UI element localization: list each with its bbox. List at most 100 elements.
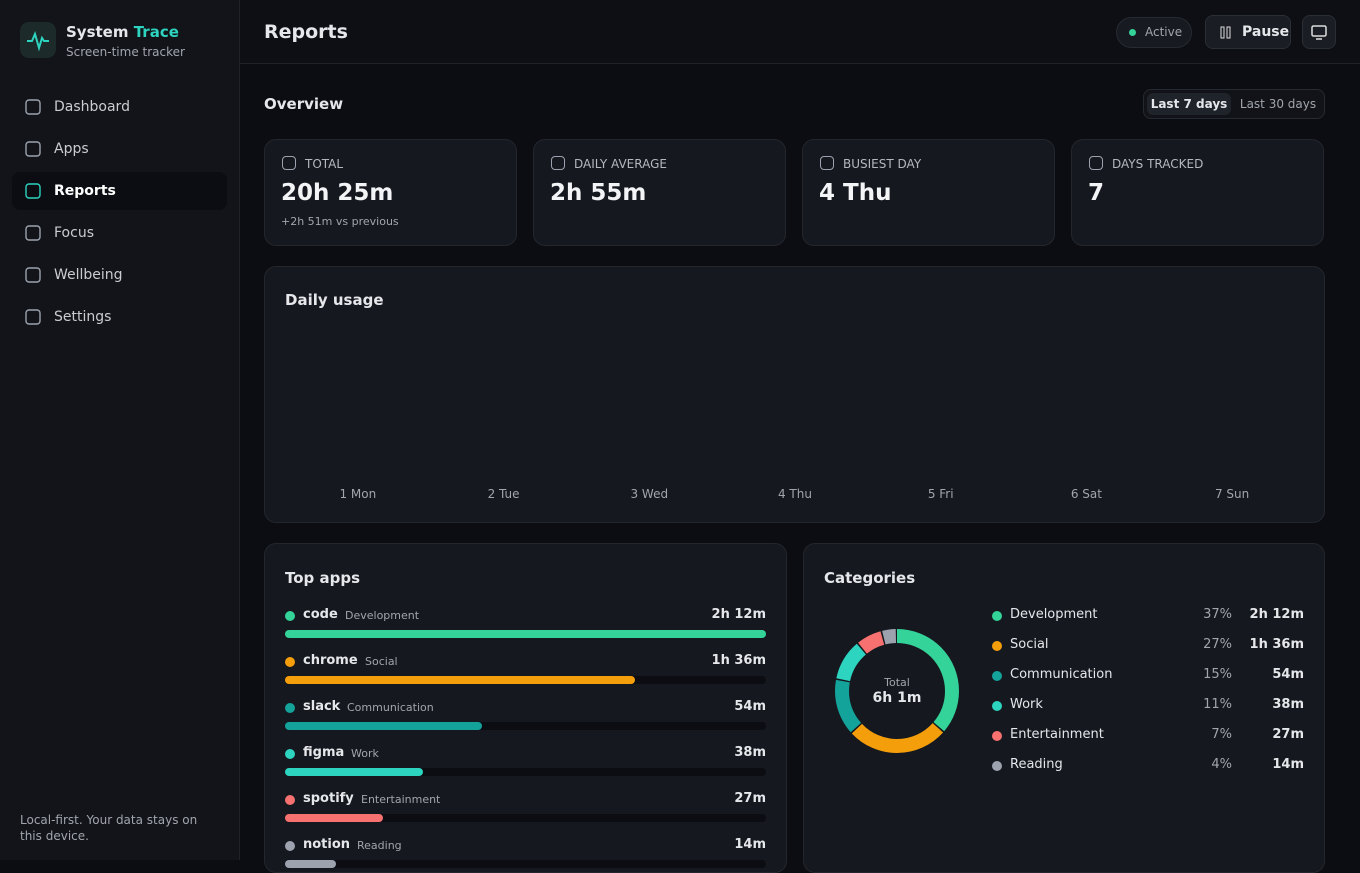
app-dot bbox=[285, 703, 295, 713]
nav-icon bbox=[25, 141, 41, 157]
pause-label: Pause bbox=[1242, 24, 1290, 40]
app-time: 14m bbox=[734, 837, 766, 852]
top-apps-card: Top apps code Development 2h 12m chrome Soci… bbox=[264, 543, 787, 873]
bar-track bbox=[285, 814, 766, 822]
status: Active bbox=[1145, 25, 1183, 39]
app-time: 54m bbox=[734, 699, 766, 714]
bar bbox=[285, 768, 424, 776]
overview-title: Overview bbox=[264, 95, 344, 113]
donut-segment bbox=[835, 629, 959, 753]
stat-icon bbox=[551, 156, 565, 170]
daily-usage-card: Daily usage 1 Mon 2 Tue 3 Wed 4 Thu 5 Fri 6 S… bbox=[264, 266, 1325, 523]
bar-track bbox=[285, 860, 766, 868]
stat-value: 7 bbox=[1088, 180, 1105, 206]
nav-item[interactable]: Wellbeing bbox=[12, 256, 227, 294]
stat-value: 20h 25m bbox=[281, 180, 394, 206]
status-pill: Active bbox=[1116, 17, 1192, 48]
bar bbox=[285, 676, 635, 684]
donut bbox=[835, 629, 959, 753]
legend-time: 2h 12m bbox=[1249, 607, 1304, 622]
legend-name: Work bbox=[1010, 697, 1043, 712]
nav-item[interactable]: Dashboard bbox=[12, 88, 227, 126]
sidebar-footer: Local-first. Your data stays on this dev… bbox=[20, 813, 198, 843]
stat-label: DAILY AVERAGE bbox=[574, 157, 667, 171]
x-tick-label: 2 Tue bbox=[487, 487, 520, 501]
legend-time: 14m bbox=[1272, 757, 1304, 772]
stat-label: BUSIEST DAY bbox=[843, 157, 922, 171]
nav-item[interactable]: Settings bbox=[12, 298, 227, 336]
range-toggle: Last 7 days Last 30 days bbox=[1143, 89, 1325, 119]
logo bbox=[20, 22, 56, 58]
app-time: 2h 12m bbox=[711, 607, 766, 622]
app-category: Reading bbox=[357, 839, 402, 852]
brand-accent: Trace bbox=[133, 23, 179, 41]
nav-item[interactable]: Focus bbox=[12, 214, 227, 252]
bar-track bbox=[285, 768, 766, 776]
bar bbox=[285, 722, 482, 730]
legend-time: 1h 36m bbox=[1249, 637, 1304, 652]
legend-percent: 27% bbox=[1203, 637, 1232, 652]
bar bbox=[285, 630, 766, 638]
donut-segment bbox=[835, 629, 959, 753]
total-label: Total bbox=[884, 676, 910, 689]
nav-item[interactable]: Apps bbox=[12, 130, 227, 168]
donut-segment bbox=[835, 629, 959, 753]
legend-dot bbox=[992, 641, 1002, 651]
x-tick-label: 6 Sat bbox=[1070, 487, 1102, 501]
stat-card: TOTAL 20h 25m +2h 51m vs previous bbox=[264, 139, 517, 246]
legend-percent: 11% bbox=[1203, 697, 1232, 712]
stat-note: +2h 51m vs previous bbox=[281, 215, 399, 228]
pause-button[interactable]: Pause bbox=[1205, 15, 1291, 49]
legend-dot bbox=[992, 731, 1002, 741]
card-title: Daily usage bbox=[285, 291, 384, 309]
bar bbox=[285, 860, 336, 868]
app-name: code bbox=[303, 607, 338, 622]
app-dot bbox=[285, 611, 295, 621]
stat-icon bbox=[820, 156, 834, 170]
categories-card: Categories Total 6h 1m Development 37% 2h … bbox=[803, 543, 1325, 873]
legend-dot bbox=[992, 761, 1002, 771]
sidebar: System Trace Screen-time tracker Dashboa… bbox=[0, 0, 240, 860]
stat-icon bbox=[1089, 156, 1103, 170]
app-time: 1h 36m bbox=[711, 653, 766, 668]
legend-name: Development bbox=[1010, 607, 1098, 622]
stat-card: BUSIEST DAY 4 Thu bbox=[802, 139, 1055, 246]
tagline: Screen-time tracker bbox=[66, 45, 185, 59]
app-name: figma bbox=[303, 745, 345, 760]
topbar: Reports Active Pause bbox=[240, 0, 1360, 64]
app-category: Social bbox=[365, 655, 398, 668]
app-category: Communication bbox=[347, 701, 434, 714]
range-option[interactable]: Last 7 days bbox=[1147, 93, 1231, 115]
legend-dot bbox=[992, 611, 1002, 621]
legend-name: Communication bbox=[1010, 667, 1113, 682]
app-dot bbox=[285, 749, 295, 759]
brand-name: System bbox=[66, 23, 129, 41]
legend-time: 54m bbox=[1272, 667, 1304, 682]
legend-percent: 4% bbox=[1211, 757, 1232, 772]
status-dot bbox=[1129, 29, 1136, 36]
display-button[interactable] bbox=[1302, 15, 1336, 49]
legend-percent: 37% bbox=[1203, 607, 1232, 622]
legend-percent: 15% bbox=[1203, 667, 1232, 682]
nav-icon bbox=[25, 309, 41, 325]
pause-icon bbox=[1220, 26, 1231, 39]
bar-track bbox=[285, 722, 766, 730]
app-dot bbox=[285, 657, 295, 667]
legend-time: 38m bbox=[1272, 697, 1304, 712]
app-name: spotify bbox=[303, 791, 354, 806]
range-option[interactable]: Last 30 days bbox=[1239, 97, 1317, 111]
nav-item[interactable]: Reports bbox=[12, 172, 227, 210]
app-name: chrome bbox=[303, 653, 358, 668]
app-category: Development bbox=[345, 609, 420, 622]
x-tick-label: 1 Mon bbox=[339, 487, 377, 501]
brand: System Trace bbox=[66, 23, 179, 41]
app-dot bbox=[285, 795, 295, 805]
app-time: 27m bbox=[734, 791, 766, 806]
stat-card: DAILY AVERAGE 2h 55m bbox=[533, 139, 786, 246]
app-category: Entertainment bbox=[361, 793, 441, 806]
legend-dot bbox=[992, 701, 1002, 711]
x-tick-label: 4 Thu bbox=[777, 487, 812, 501]
card-title: Top apps bbox=[285, 569, 361, 587]
